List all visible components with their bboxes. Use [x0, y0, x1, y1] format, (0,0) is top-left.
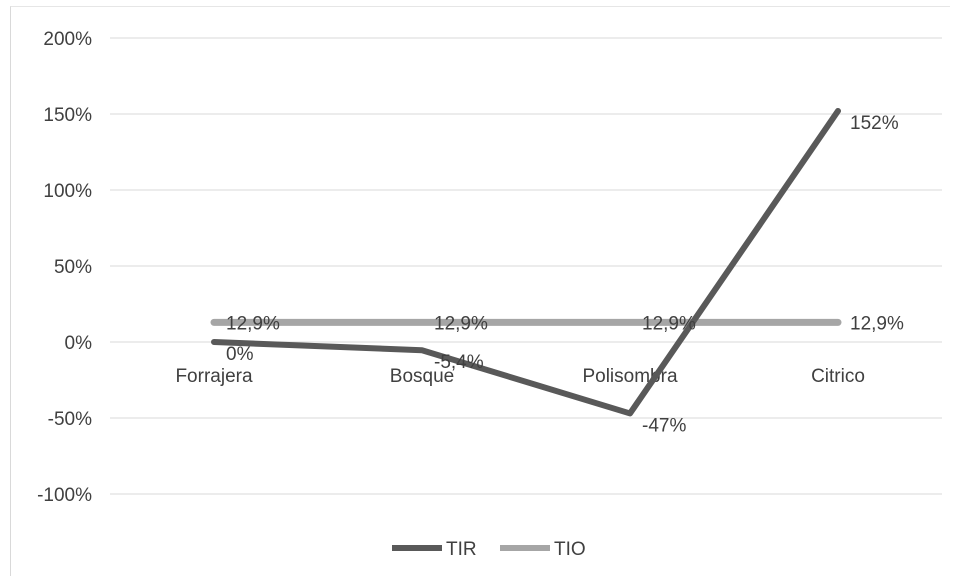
y-tick-label: 0% [65, 333, 93, 354]
legend-label-tio: TIO [554, 539, 586, 560]
y-tick-label: -50% [48, 409, 92, 430]
x-tick-label: Forrajera [175, 366, 253, 387]
series-line-tir [211, 107, 841, 417]
legend-label-tir: TIR [446, 539, 477, 560]
y-tick-label: 50% [54, 257, 92, 278]
data-label-tir: -47% [642, 415, 686, 436]
data-label-tio: 12,9% [226, 313, 280, 334]
y-tick-label: -100% [37, 485, 92, 506]
x-tick-label: Bosque [390, 366, 454, 387]
y-tick-label: 100% [43, 181, 92, 202]
data-label-tio: 12,9% [642, 313, 696, 334]
data-label-tir: -5,4% [434, 352, 484, 373]
y-tick-label: 200% [43, 29, 92, 50]
data-label-tir: 0% [226, 344, 254, 365]
x-tick-label: Citrico [811, 366, 865, 387]
chart-frame [10, 6, 950, 576]
data-label-tir: 152% [850, 113, 899, 134]
data-label-tio: 12,9% [850, 313, 904, 334]
data-label-tio: 12,9% [434, 313, 488, 334]
y-tick-label: 150% [43, 105, 92, 126]
